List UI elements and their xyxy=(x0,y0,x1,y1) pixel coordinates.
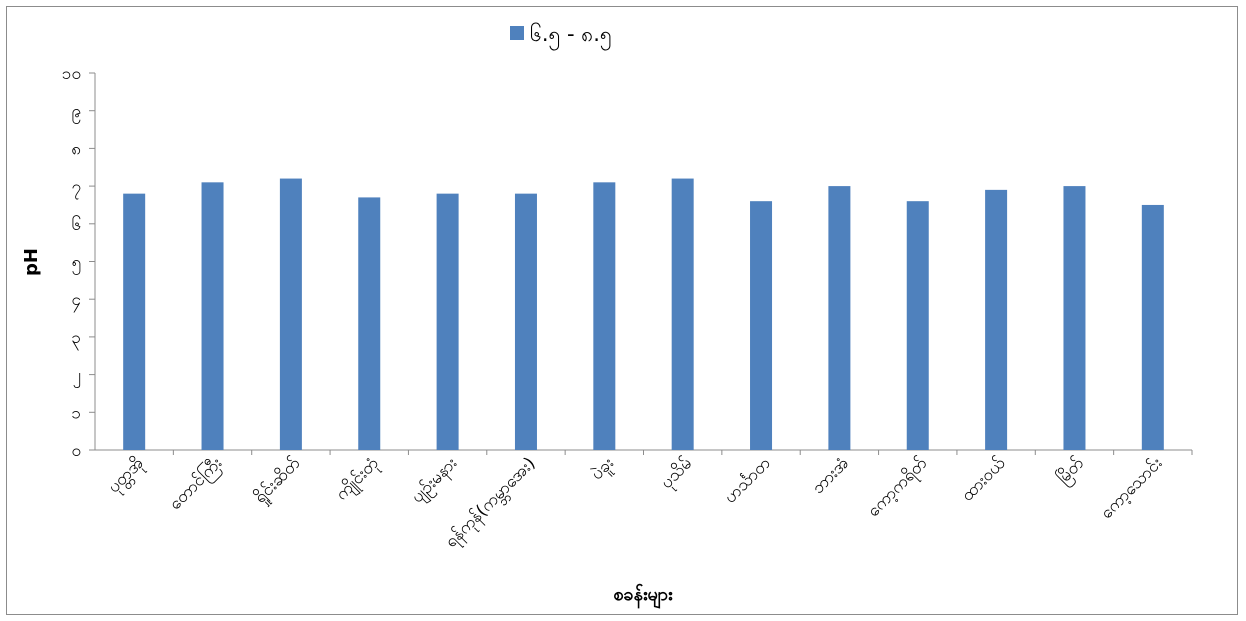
x-tick-label: ကော့ကရိတ် xyxy=(864,453,934,523)
legend-swatch xyxy=(510,26,524,40)
legend-label: ၆.၅ - ၈.၅ xyxy=(530,21,612,51)
y-axis-title: pH xyxy=(21,248,42,276)
x-tick-label: ပျဉ်းမနား xyxy=(407,453,463,509)
x-tick-label: ပုသိမ် xyxy=(657,453,699,495)
bar xyxy=(1141,204,1164,450)
x-tick-label: ဘားအံ xyxy=(808,453,853,498)
x-tick-label: တောင်ကြီး xyxy=(164,452,228,516)
x-tick-label: ကျိုင်းတုံ xyxy=(332,453,385,506)
y-tick-label: ၃ xyxy=(71,328,81,351)
bar xyxy=(358,197,381,450)
x-tick-label: ပဲခူး xyxy=(587,453,620,486)
bar xyxy=(1063,186,1086,450)
x-tick-label: မြိတ် xyxy=(1053,453,1091,491)
y-tick-label: ၇ xyxy=(71,177,81,200)
bars xyxy=(123,178,1164,450)
y-tick-label: ၁ xyxy=(71,403,81,423)
y-tick-label: ၀ xyxy=(71,441,81,461)
bar xyxy=(201,182,224,450)
y-tick-label: ၄ xyxy=(71,290,81,313)
x-tick-label: ထားဝယ် xyxy=(957,453,1009,505)
bar xyxy=(828,186,851,450)
x-tick-label: ဟင်္သာတ xyxy=(720,453,774,507)
bar xyxy=(279,178,302,450)
bar xyxy=(985,189,1008,450)
y-tick-label: ၁၀ xyxy=(62,64,81,84)
x-tick-label: ပုတ္တအို xyxy=(104,453,150,499)
y-tick-label: ၆ xyxy=(71,214,81,235)
bar xyxy=(123,193,146,450)
x-tick-labels: ပုတ္တအို တောင်ကြီး ရှိုင်းဆိတ် ကျိုင်းတုံ ပျ… xyxy=(104,450,1193,554)
y-ticks: ၀ ၁ ၂ ၃ ၄ ၅ ၆ ၇ ၈ ၉ ၁၀ xyxy=(62,64,95,461)
y-tick-label: ၈ xyxy=(71,139,81,159)
bar xyxy=(514,193,537,450)
bar xyxy=(671,178,694,450)
bar xyxy=(750,201,773,450)
y-tick-label: ၉ xyxy=(71,102,81,125)
bar-chart: ၆.၅ - ၈.၅ ၀ ၁ ၂ ၃ ၄ ၅ ၆ ၇ ၈ ၉ ၁၀ ပုတ္တအို တောင်ကြီး… xyxy=(21,21,1193,609)
x-axis-title: စခန်းများ xyxy=(613,583,673,609)
x-tick-label: ကော့သောင်း xyxy=(1097,453,1167,523)
y-tick-label: ၂ xyxy=(73,366,81,389)
y-tick-label: ၅ xyxy=(71,253,81,276)
x-tick-label: ရှိုင်းဆိတ် xyxy=(250,453,306,509)
plot-area: ၀ ၁ ၂ ၃ ၄ ၅ ၆ ၇ ၈ ၉ ၁၀ ပုတ္တအို တောင်ကြီး ရှိုင်းဆိတ… xyxy=(62,64,1193,554)
legend: ၆.၅ - ၈.၅ xyxy=(510,21,612,51)
bar xyxy=(906,201,929,450)
chart-frame: ၆.၅ - ၈.၅ ၀ ၁ ၂ ၃ ၄ ၅ ၆ ၇ ၈ ၉ ၁၀ ပုတ္တအို တောင်ကြီး… xyxy=(6,6,1238,615)
bar xyxy=(593,182,616,450)
bar xyxy=(436,193,459,450)
